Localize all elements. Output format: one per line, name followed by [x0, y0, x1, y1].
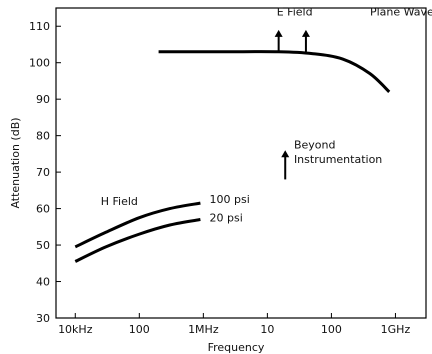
y-tick-label: 90 — [36, 93, 50, 106]
up-arrow — [274, 29, 283, 52]
series-line-100-psi — [74, 201, 201, 249]
y-axis-label: Attenuation (dB) — [9, 117, 22, 208]
y-tick-label: 50 — [36, 239, 50, 252]
y-tick-label: 40 — [36, 276, 50, 289]
annotation-instrumentation: Instrumentation — [294, 153, 382, 166]
series-line-e-field — [158, 50, 391, 93]
x-tick-label: 10kHz — [58, 323, 93, 336]
series-line-20-psi — [74, 218, 201, 263]
x-tick-label: 1MHz — [188, 323, 219, 336]
x-tick-label: 100 — [321, 323, 342, 336]
annotation-100-psi: 100 psi — [210, 193, 250, 206]
x-tick-label: 1GHz — [381, 323, 411, 336]
y-tick-label: 100 — [29, 57, 50, 70]
annotations: E Field Plane Wave 100 psi 20 psi H Field Bey… — [101, 5, 432, 224]
x-axis-ticks: 10kHz 100 1MHz 10 100 1GHz — [58, 313, 410, 336]
y-tick-label: 60 — [36, 203, 50, 216]
y-axis-ticks: 30 40 50 60 70 80 90 100 110 — [29, 20, 61, 325]
y-tick-label: 30 — [36, 312, 50, 325]
up-arrow — [301, 29, 310, 52]
y-tick-label: 80 — [36, 130, 50, 143]
y-tick-label: 110 — [29, 20, 50, 33]
series-lines — [74, 50, 391, 263]
arrows — [274, 29, 310, 180]
x-tick-label: 100 — [129, 323, 150, 336]
annotation-h-field: H Field — [101, 195, 138, 208]
annotation-beyond: Beyond — [294, 138, 336, 151]
annotation-20-psi: 20 psi — [210, 211, 243, 224]
x-tick-label: 10 — [260, 323, 274, 336]
y-tick-label: 70 — [36, 166, 50, 179]
x-axis-label: Frequency — [208, 341, 265, 354]
plot-frame — [55, 7, 427, 319]
up-arrow — [281, 150, 290, 180]
annotation-plane-wave: Plane Wave — [370, 5, 432, 18]
annotation-e-field: E Field — [277, 5, 313, 18]
